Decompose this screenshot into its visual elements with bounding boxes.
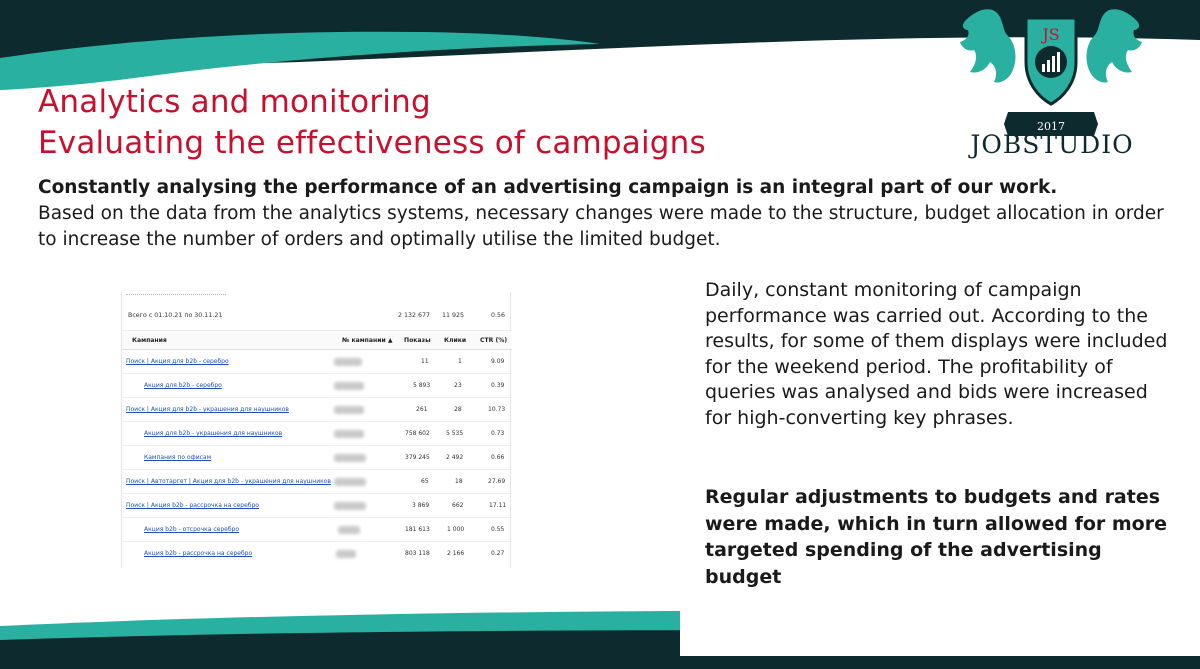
- intro-text: Constantly analysing the performance of …: [38, 175, 1168, 253]
- clicks: 5 535: [446, 430, 464, 437]
- logo-year: 2017: [1037, 120, 1065, 133]
- total-impressions: 2 132 677: [398, 312, 431, 319]
- ctr: 0.73: [491, 430, 505, 437]
- slide-title-line1: Analytics and monitoring: [38, 84, 431, 120]
- total-row: Всего с 01.10.21 по 30.11.21 2 132 677 1…: [122, 308, 512, 326]
- impressions: 3 869: [412, 502, 430, 509]
- clicks: 1: [458, 358, 462, 365]
- clicks: 662: [452, 502, 464, 509]
- header-ctr[interactable]: CTR (%): [480, 337, 508, 344]
- ctr: 9.09: [491, 358, 505, 365]
- campaign-report-table: Всего с 01.10.21 по 30.11.21 2 132 677 1…: [121, 292, 512, 568]
- ctr: 10.73: [488, 406, 506, 413]
- impressions: 261: [416, 406, 428, 413]
- blurred-id: [334, 478, 366, 486]
- ctr: 0.55: [491, 526, 505, 533]
- clicks: 2 166: [447, 550, 465, 557]
- logo-monogram: JS: [1040, 25, 1059, 44]
- blurred-id: [336, 550, 356, 558]
- header-impressions[interactable]: Показы: [404, 337, 431, 344]
- impressions: 65: [421, 478, 429, 485]
- blurred-id: [338, 526, 360, 534]
- logo-name: JOBSTUDIO: [970, 130, 1134, 159]
- header-clicks[interactable]: Клики: [444, 337, 467, 344]
- blurred-id: [334, 358, 362, 366]
- report-top-rule: [126, 294, 226, 295]
- left-horse-icon: [960, 9, 1016, 83]
- intro-bold: Constantly analysing the performance of …: [38, 177, 1058, 198]
- campaign-name[interactable]: Акция b2b - отсрочка серебро: [144, 526, 240, 533]
- slide-title-line2: Evaluating the effectiveness of campaign…: [38, 125, 706, 161]
- clicks: 1 000: [447, 526, 465, 533]
- campaign-name[interactable]: Акция для b2b - украшения для наушников: [144, 430, 283, 437]
- impressions: 803 118: [405, 550, 430, 557]
- table-row: Поиск | Акция для b2b - серебро 11 1 9.0…: [122, 350, 512, 374]
- ctr: 0.66: [491, 454, 505, 461]
- clicks: 18: [455, 478, 463, 485]
- ctr: 0.27: [491, 550, 505, 557]
- total-ctr: 0.56: [491, 312, 506, 319]
- ctr: 17.11: [489, 502, 507, 509]
- table-row: Акция для b2b - украшения для наушников …: [122, 422, 512, 446]
- monitoring-paragraph: Daily, constant monitoring of campaign p…: [705, 279, 1168, 429]
- adjustments-paragraph: Regular adjustments to budgets and rates…: [705, 486, 1167, 588]
- impressions: 758 602: [405, 430, 430, 437]
- crown-icon: [1028, 2, 1074, 14]
- impressions: 5 893: [413, 382, 431, 389]
- header-campaign-no[interactable]: № кампании ▲: [342, 337, 393, 344]
- blurred-id: [334, 454, 366, 462]
- table-row: Кампания по офисам 379 245 2 492 0.66: [122, 446, 512, 470]
- campaign-name[interactable]: Поиск | Акция b2b - рассрочка на серебро: [126, 502, 259, 509]
- header-campaign[interactable]: Кампания: [132, 337, 167, 344]
- blurred-id: [334, 382, 364, 390]
- clicks: 28: [454, 406, 462, 413]
- ribbon: [1004, 112, 1098, 136]
- campaign-name[interactable]: Поиск | Акция для b2b - украшения для на…: [126, 406, 289, 413]
- ctr: 27.69: [488, 478, 506, 485]
- table-row: Акция для b2b - серебро 5 893 23 0.39: [122, 374, 512, 398]
- top-teal-swoosh: [0, 31, 600, 90]
- ctr: 0.39: [491, 382, 505, 389]
- campaign-name[interactable]: Акция для b2b - серебро: [144, 382, 222, 389]
- right-horse-icon: [1086, 9, 1142, 83]
- total-label: Всего с 01.10.21 по 30.11.21: [128, 312, 223, 319]
- table-row: Поиск | Акция b2b - рассрочка на серебро…: [122, 494, 512, 518]
- campaign-name[interactable]: Поиск | Акция для b2b - серебро: [126, 358, 229, 365]
- table-row: Акция b2b - рассрочка на серебро 803 118…: [122, 542, 512, 566]
- text-panel: [680, 268, 1200, 656]
- campaign-name[interactable]: Кампания по офисам: [144, 454, 212, 461]
- jobstudio-logo: JS 2017: [960, 2, 1142, 136]
- impressions: 11: [421, 358, 429, 365]
- table-row: Поиск | Акция для b2b - украшения для на…: [122, 398, 512, 422]
- blurred-id: [334, 502, 366, 510]
- table-header: Кампания № кампании ▲ Показы Клики CTR (…: [122, 330, 512, 350]
- blurred-id: [334, 406, 364, 414]
- campaign-name[interactable]: Акция b2b - рассрочка на серебро: [144, 550, 253, 557]
- clicks: 2 492: [446, 454, 464, 461]
- table-row: Акция b2b - отсрочка серебро 181 613 1 0…: [122, 518, 512, 542]
- intro-body: Based on the data from the analytics sys…: [38, 203, 1164, 250]
- impressions: 181 613: [405, 526, 430, 533]
- campaign-name[interactable]: Поиск | Автотаргет | Акция для b2b - укр…: [126, 478, 331, 485]
- table-row: Поиск | Автотаргет | Акция для b2b - укр…: [122, 470, 512, 494]
- total-clicks: 11 925: [442, 312, 465, 319]
- blurred-id: [334, 430, 364, 438]
- impressions: 379 245: [405, 454, 430, 461]
- clicks: 23: [454, 382, 462, 389]
